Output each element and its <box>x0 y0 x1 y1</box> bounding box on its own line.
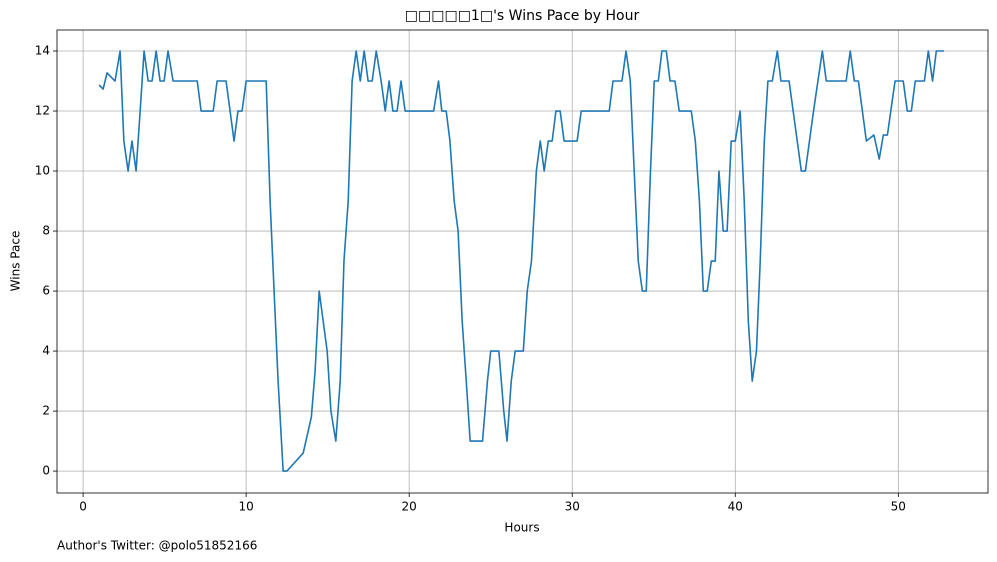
y-tick-label: 14 <box>35 44 50 58</box>
y-tick-label: 0 <box>42 464 50 478</box>
y-axis-label: Wins Pace <box>9 231 23 292</box>
x-tick-label: 50 <box>891 500 906 514</box>
annotation: Author's Twitter: @polo51852166 <box>57 539 257 553</box>
x-tick-label: 30 <box>565 500 580 514</box>
y-tick-label: 12 <box>35 104 50 118</box>
x-tick-label: 0 <box>79 500 87 514</box>
y-tick-label: 10 <box>35 164 50 178</box>
plot-frame <box>56 29 989 494</box>
y-tick-label: 8 <box>42 224 50 238</box>
data-line <box>98 50 944 472</box>
x-tick-label: 20 <box>402 500 417 514</box>
x-tick-label: 10 <box>238 500 253 514</box>
x-axis-label: Hours <box>504 521 539 535</box>
y-tick-label: 6 <box>42 284 50 298</box>
x-tick-label: 40 <box>728 500 743 514</box>
chart-title: □□□□□1□'s Wins Pace by Hour <box>405 8 640 24</box>
y-tick-label: 2 <box>42 404 50 418</box>
y-tick-label: 4 <box>42 344 50 358</box>
